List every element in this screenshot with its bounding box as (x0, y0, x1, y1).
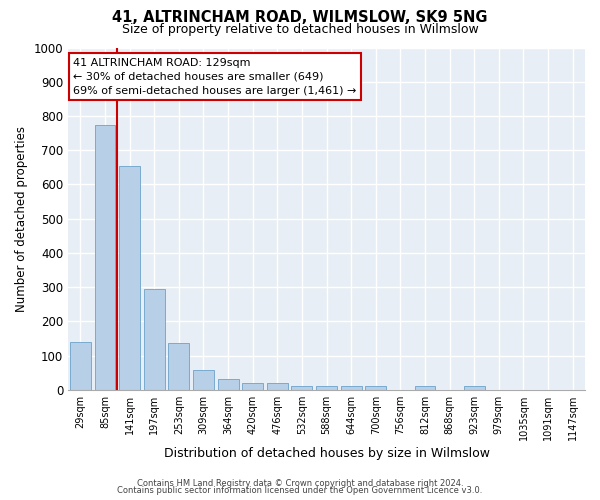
Y-axis label: Number of detached properties: Number of detached properties (15, 126, 28, 312)
Bar (144, 289, 164, 390)
Bar (365, 386, 386, 390)
Bar (267, 383, 288, 390)
Bar (193, 370, 214, 390)
Text: Contains public sector information licensed under the Open Government Licence v3: Contains public sector information licen… (118, 486, 482, 495)
Text: 41 ALTRINCHAM ROAD: 129sqm
← 30% of detached houses are smaller (649)
69% of sem: 41 ALTRINCHAM ROAD: 129sqm ← 30% of deta… (73, 58, 356, 96)
Bar (119, 166, 140, 390)
Bar (415, 386, 436, 390)
Bar (464, 386, 485, 390)
Bar (242, 383, 263, 390)
Text: Contains HM Land Registry data © Crown copyright and database right 2024.: Contains HM Land Registry data © Crown c… (137, 478, 463, 488)
Bar (70, 342, 91, 390)
Bar (292, 386, 313, 390)
Bar (316, 386, 337, 390)
X-axis label: Distribution of detached houses by size in Wilmslow: Distribution of detached houses by size … (164, 447, 490, 460)
Text: 41, ALTRINCHAM ROAD, WILMSLOW, SK9 5NG: 41, ALTRINCHAM ROAD, WILMSLOW, SK9 5NG (112, 10, 488, 25)
Bar (341, 386, 362, 390)
Bar (218, 378, 239, 390)
Text: Size of property relative to detached houses in Wilmslow: Size of property relative to detached ho… (122, 22, 478, 36)
Bar (169, 342, 189, 390)
Bar (95, 124, 115, 390)
